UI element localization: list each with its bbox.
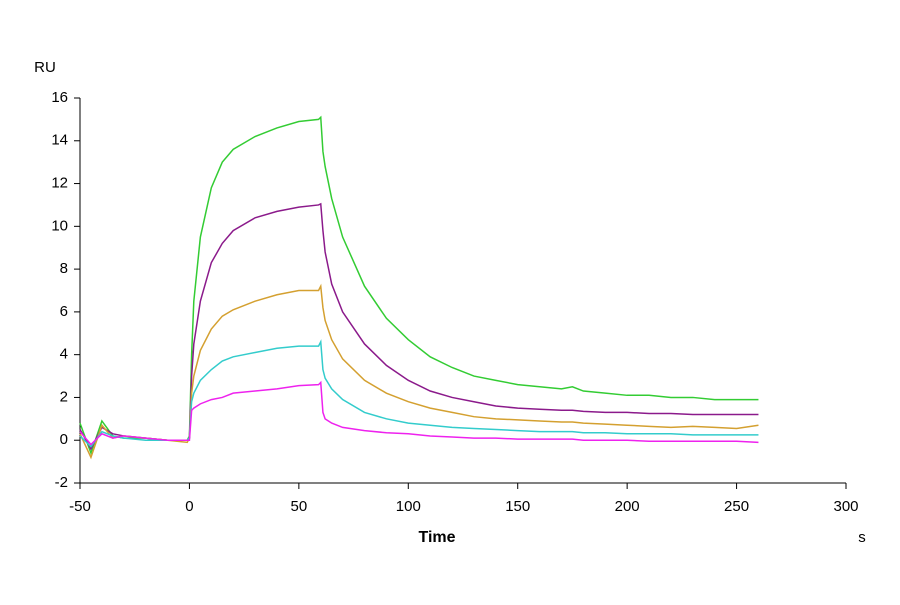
series-line	[79, 283, 759, 460]
x-axis-unit: s	[858, 529, 866, 546]
x-tick-label: 250	[724, 498, 749, 515]
y-tick-label: 12	[51, 175, 68, 192]
series-line	[79, 380, 759, 446]
x-tick-label: 300	[833, 498, 858, 515]
x-tick-label: 150	[505, 498, 530, 515]
y-axis-label: RU	[34, 59, 56, 76]
y-tick-label: 10	[51, 217, 68, 234]
x-tick-label: 100	[396, 498, 421, 515]
x-axis-label: Time	[418, 529, 455, 546]
x-tick-label: 200	[615, 498, 640, 515]
y-tick-label: 4	[60, 346, 68, 363]
x-tick-label: -50	[69, 498, 91, 515]
y-tick-label: 2	[60, 388, 68, 405]
series-line	[79, 202, 759, 451]
series-line	[79, 339, 759, 448]
y-tick-label: 14	[51, 132, 68, 149]
y-tick-label: 0	[60, 431, 68, 448]
y-tick-label: 16	[51, 89, 68, 106]
y-tick-label: 6	[60, 303, 68, 320]
y-tick-label: -2	[55, 474, 68, 491]
series-line	[79, 115, 759, 456]
y-tick-label: 8	[60, 260, 68, 277]
x-tick-label: 0	[185, 498, 193, 515]
x-tick-label: 50	[291, 498, 308, 515]
